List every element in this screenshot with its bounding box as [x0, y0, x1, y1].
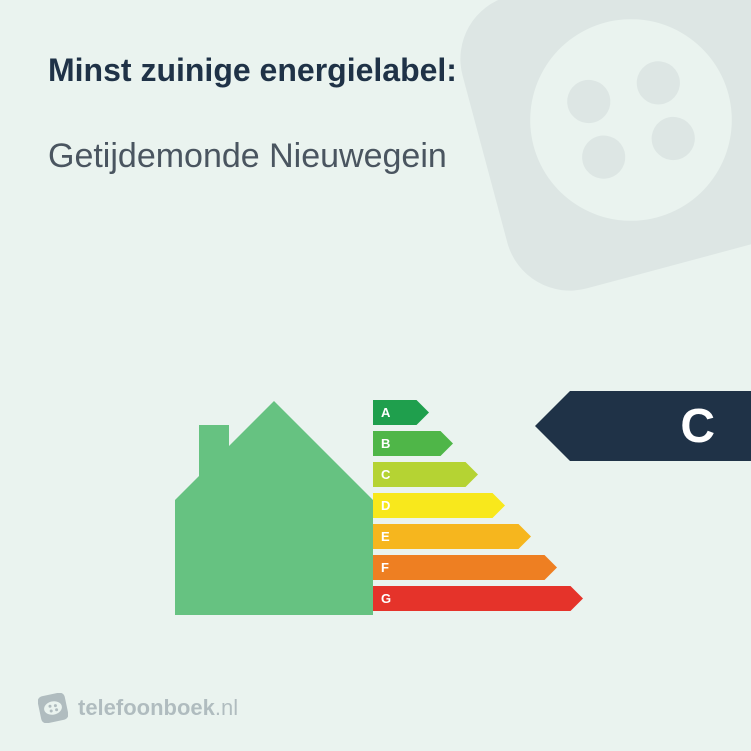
energy-label-chart: A B C D E F G C: [0, 370, 751, 630]
brand-name-tld: .nl: [215, 695, 238, 720]
energy-bar-label: F: [373, 560, 389, 575]
brand-name-bold: telefoonboek: [78, 695, 215, 720]
rating-badge: C: [535, 391, 751, 461]
page-title: Minst zuinige energielabel:: [48, 52, 703, 89]
energy-bar-label: C: [373, 467, 390, 482]
location-name: Getijdemonde Nieuwegein: [48, 137, 703, 176]
rating-letter: C: [680, 391, 715, 461]
house-icon: [175, 401, 373, 620]
footer-brand: telefoonboek.nl: [38, 693, 238, 723]
energy-bar-label: D: [373, 498, 390, 513]
energy-bar-label: B: [373, 436, 390, 451]
content-panel: Minst zuinige energielabel: Getijdemonde…: [0, 0, 751, 176]
energy-bar-label: E: [373, 529, 390, 544]
energy-bar-label: G: [373, 591, 391, 606]
energy-bar-label: A: [373, 405, 390, 420]
brand-icon: [38, 693, 68, 723]
brand-text: telefoonboek.nl: [78, 695, 238, 721]
